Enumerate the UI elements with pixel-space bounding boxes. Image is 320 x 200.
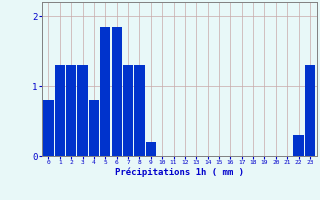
Bar — [123, 65, 133, 156]
Bar — [293, 135, 304, 156]
X-axis label: Précipitations 1h ( mm ): Précipitations 1h ( mm ) — [115, 168, 244, 177]
Bar — [146, 142, 156, 156]
Bar — [100, 26, 110, 156]
Bar — [305, 65, 315, 156]
Bar — [134, 65, 145, 156]
Bar — [55, 65, 65, 156]
Bar — [77, 65, 88, 156]
Bar — [112, 26, 122, 156]
Bar — [43, 100, 53, 156]
Bar — [89, 100, 99, 156]
Bar — [66, 65, 76, 156]
